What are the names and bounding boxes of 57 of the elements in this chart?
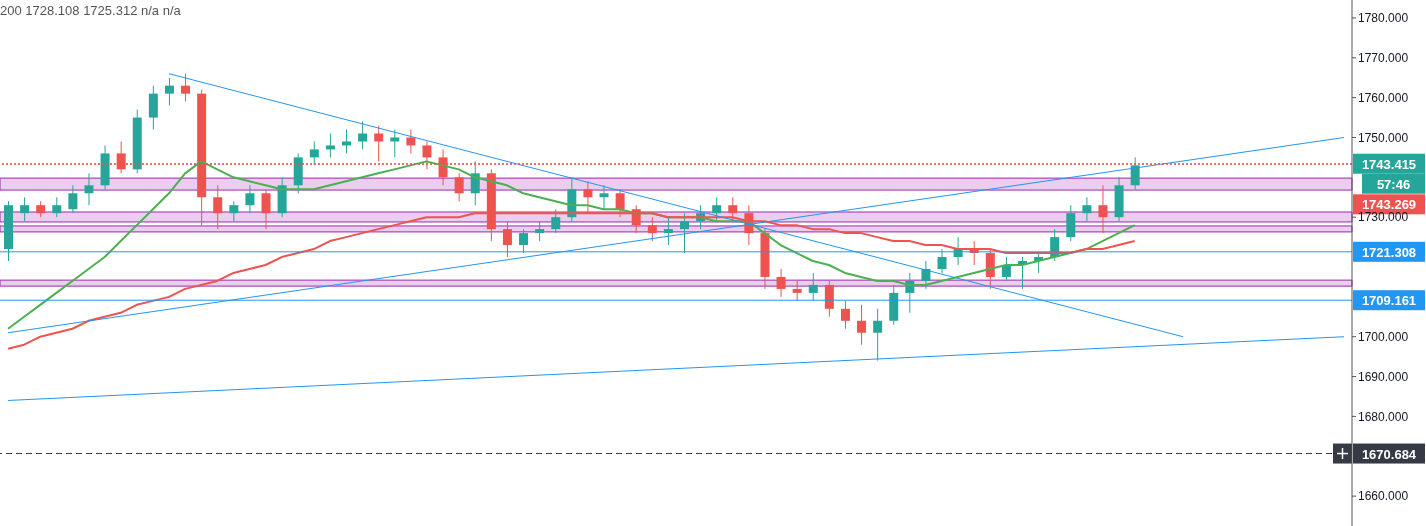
candlestick (358, 121, 368, 150)
candlestick (164, 77, 174, 107)
candlestick (213, 184, 223, 230)
candlestick (792, 280, 802, 302)
candlestick (840, 300, 850, 330)
ref-line-label: 1670.684 (1361, 446, 1417, 462)
candlestick (1098, 184, 1108, 234)
y-tick-label: 1770.000 (1358, 51, 1409, 66)
candlestick (712, 196, 722, 222)
candlestick (52, 196, 62, 218)
y-tick-label: 1780.000 (1358, 11, 1409, 26)
candlestick (148, 85, 158, 131)
candlestick (551, 208, 561, 234)
candlestick (229, 200, 239, 222)
text: 57:46 (1376, 176, 1411, 192)
candlestick (808, 272, 818, 302)
candlestick (647, 216, 657, 242)
y-tick-label: 1680.000 (1358, 409, 1409, 424)
candlestick (68, 184, 78, 214)
annotation: 200 1728.108 1725.312 n/a n/a (0, 3, 181, 18)
candlestick (390, 129, 400, 158)
candlestick (663, 216, 673, 246)
y-tick-label: 1660.000 (1358, 489, 1409, 504)
candlestick (985, 248, 995, 290)
candlestick (599, 184, 609, 210)
ref-line-label: 1709.161 (1361, 293, 1417, 309)
candlestick (1082, 196, 1092, 222)
candlestick (245, 184, 255, 214)
candlestick (406, 129, 416, 154)
candlestick (1001, 256, 1011, 282)
candlestick (921, 260, 931, 290)
y-tick-label: 1750.000 (1358, 130, 1409, 145)
candlestick (84, 172, 94, 206)
candlestick (502, 220, 512, 258)
candlestick (535, 220, 545, 242)
candlestick (374, 125, 384, 162)
candlestick (776, 268, 786, 298)
y-tick-label: 1760.000 (1358, 90, 1409, 105)
candlestick (937, 248, 947, 274)
candlestick (20, 196, 30, 222)
candlestick (261, 188, 271, 230)
candlestick (342, 129, 351, 154)
candlestick (680, 212, 689, 254)
candlestick (519, 228, 529, 254)
candlestick (824, 280, 834, 318)
candlestick (1066, 204, 1076, 242)
y-tick-label: 1730.000 (1358, 210, 1409, 225)
ref-line-label: 1743.269 (1361, 197, 1417, 213)
candlestick (873, 308, 883, 362)
candlestick (181, 73, 191, 103)
y-tick-label: 1690.000 (1358, 369, 1409, 384)
candlestick (454, 172, 464, 202)
ref-line-label: 1743.415 (1361, 156, 1417, 172)
candlestick (857, 304, 867, 346)
y-tick-label: 1700.000 (1358, 329, 1409, 344)
candlestick (325, 132, 335, 158)
ref-line-label: 1721.308 (1361, 244, 1417, 260)
